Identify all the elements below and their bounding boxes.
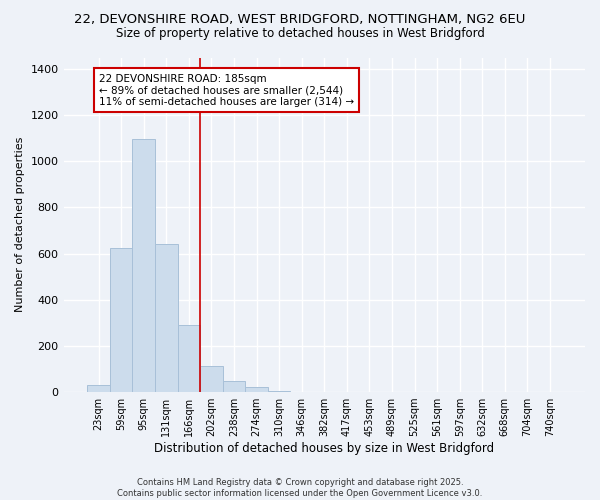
Bar xyxy=(223,380,245,392)
Text: 22 DEVONSHIRE ROAD: 185sqm
← 89% of detached houses are smaller (2,544)
11% of s: 22 DEVONSHIRE ROAD: 185sqm ← 89% of deta… xyxy=(99,74,354,107)
Bar xyxy=(245,388,268,392)
Bar xyxy=(110,248,133,392)
Bar xyxy=(200,366,223,392)
Y-axis label: Number of detached properties: Number of detached properties xyxy=(15,137,25,312)
X-axis label: Distribution of detached houses by size in West Bridgford: Distribution of detached houses by size … xyxy=(154,442,494,455)
Bar xyxy=(268,391,290,392)
Text: Contains HM Land Registry data © Crown copyright and database right 2025.
Contai: Contains HM Land Registry data © Crown c… xyxy=(118,478,482,498)
Bar xyxy=(155,244,178,392)
Text: 22, DEVONSHIRE ROAD, WEST BRIDGFORD, NOTTINGHAM, NG2 6EU: 22, DEVONSHIRE ROAD, WEST BRIDGFORD, NOT… xyxy=(74,12,526,26)
Bar xyxy=(178,325,200,392)
Bar xyxy=(133,140,155,392)
Bar xyxy=(87,385,110,392)
Text: Size of property relative to detached houses in West Bridgford: Size of property relative to detached ho… xyxy=(116,28,484,40)
